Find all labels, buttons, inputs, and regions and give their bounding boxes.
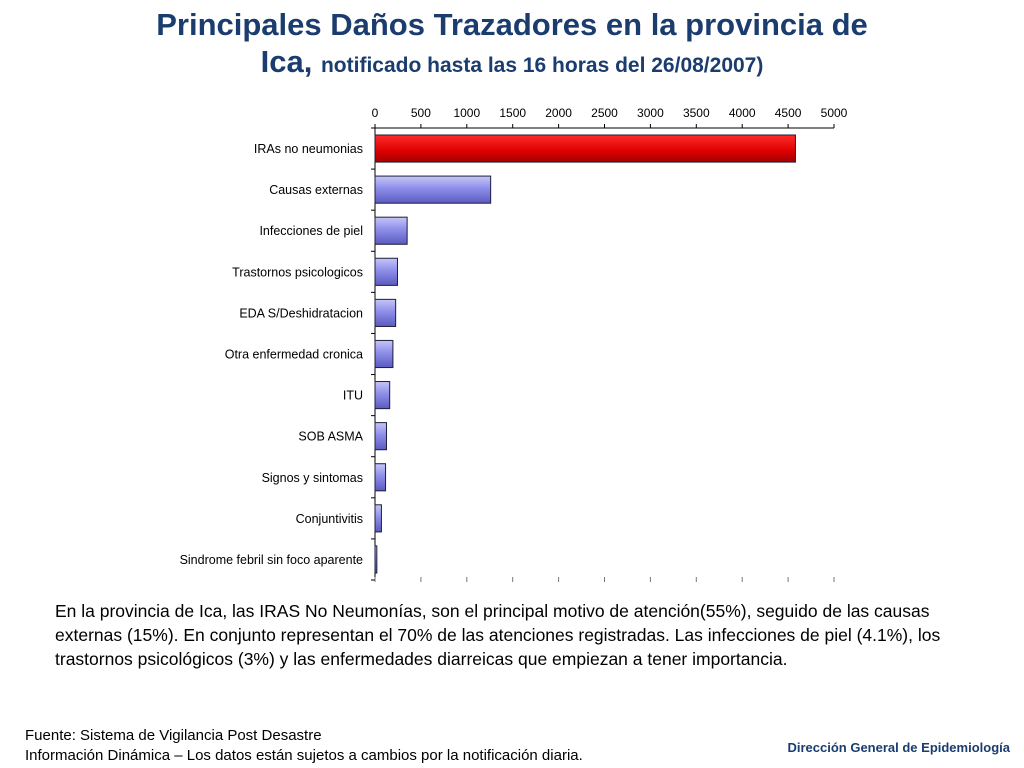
category-label: Otra enfermedad cronica <box>225 348 363 362</box>
category-label: ITU <box>343 389 363 403</box>
category-label: SOB ASMA <box>298 430 363 444</box>
source-line1: Fuente: Sistema de Vigilancia Post Desas… <box>25 727 322 744</box>
x-tick-label: 1500 <box>499 106 526 120</box>
bar-chart: 0 500 1000 1500 2000 2500 3000 3500 4000 4500 5000… <box>180 106 848 582</box>
x-tick-label: 2000 <box>545 106 572 120</box>
page-title: Principales Daños Trazadores en la provi… <box>0 6 1024 80</box>
x-tick-label: 4500 <box>775 106 802 120</box>
category-label: Causas externas <box>269 183 363 197</box>
title-line2: Ica, notificado hasta las 16 horas del 2… <box>0 43 1024 80</box>
x-tick-label: 5000 <box>821 106 848 120</box>
bar-conjuntivitis <box>374 504 382 533</box>
x-tick-label: 3500 <box>683 106 710 120</box>
title-line2-text: Ica, <box>260 44 313 80</box>
organization-label: Dirección General de Epidemiología <box>787 740 1010 755</box>
bar-sindrome-febril-sin-foco-aparente <box>374 545 378 574</box>
x-tick-label: 4000 <box>729 106 756 120</box>
bar-causas-externas <box>374 175 492 204</box>
category-label: Infecciones de piel <box>259 224 363 238</box>
bar-infecciones-de-piel <box>374 216 408 245</box>
bar-otra-enfermedad-cronica <box>374 339 394 369</box>
x-tick-label: 0 <box>372 106 379 120</box>
description-text: En la provincia de Ica, las IRAS No Neum… <box>55 601 941 669</box>
category-label: EDA S/Deshidratacion <box>239 306 363 320</box>
bar-iras-no-neumonias <box>374 134 796 163</box>
subtitle: notificado hasta las 16 horas del 26/08/… <box>320 54 764 78</box>
source-note: Fuente: Sistema de Vigilancia Post Desas… <box>25 726 583 766</box>
category-label: Signos y sintomas <box>262 471 363 485</box>
bar-signos-y-sintomas <box>374 463 387 492</box>
x-tick-label: 3000 <box>637 106 664 120</box>
x-tick-label: 2500 <box>591 106 618 120</box>
category-label: Conjuntivitis <box>296 512 363 526</box>
x-tick-label: 500 <box>411 106 431 120</box>
bar-eda-s-deshidratacion <box>374 298 397 327</box>
bar-sob-asma <box>374 422 387 451</box>
title-line1: Principales Daños Trazadores en la provi… <box>156 7 868 42</box>
category-label: Sindrome febril sin foco aparente <box>180 553 363 567</box>
x-tick-label: 1000 <box>453 106 480 120</box>
bar-itu <box>374 381 391 410</box>
category-label: Trastornos psicologicos <box>232 265 363 279</box>
bar-trastornos-psicologicos <box>374 257 398 286</box>
source-line2: Información Dinámica – Los datos están s… <box>25 747 583 764</box>
category-label: IRAs no neumonias <box>254 142 363 156</box>
